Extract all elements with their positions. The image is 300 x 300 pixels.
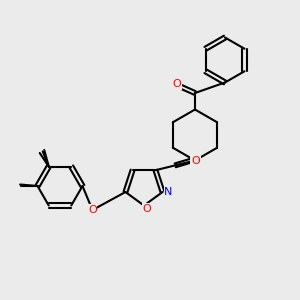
Text: O: O	[142, 203, 152, 214]
Text: N: N	[191, 155, 199, 166]
Text: O: O	[172, 79, 182, 89]
Text: O: O	[191, 156, 200, 166]
Text: N: N	[164, 187, 173, 197]
Text: O: O	[88, 205, 97, 215]
